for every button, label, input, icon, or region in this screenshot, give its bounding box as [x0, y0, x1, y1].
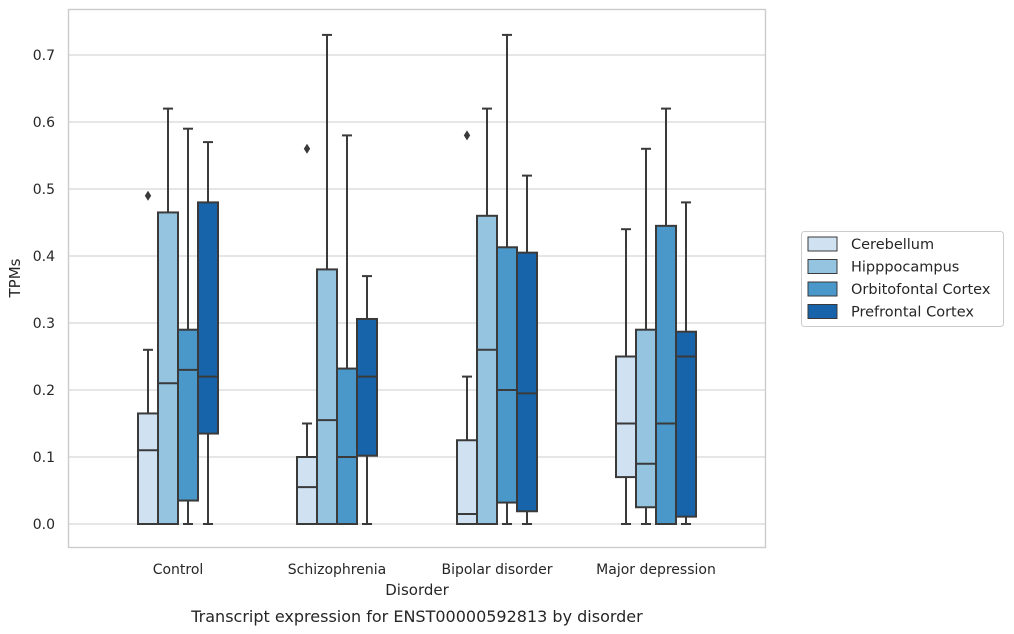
- box-body: [316, 268, 338, 525]
- x-tick-label: Major depression: [596, 562, 716, 578]
- y-tick-label: 0.1: [33, 450, 55, 466]
- box-body: [615, 355, 637, 479]
- box-3-2: [655, 107, 677, 525]
- box-body: [476, 214, 498, 526]
- plot-frame: [67, 8, 767, 549]
- y-axis-ticks: 0.0 0.1 0.2 0.3 0.4 0.5 0.6 0.7: [33, 48, 55, 533]
- legend-frame: [801, 231, 1004, 327]
- y-tick-label: 0.6: [33, 115, 55, 131]
- boxes-layer: [137, 33, 697, 526]
- box-1-0: [296, 143, 318, 525]
- legend-swatch: [807, 236, 838, 252]
- box-body: [635, 328, 657, 509]
- box-body: [197, 201, 219, 435]
- y-tick-label: 0.3: [33, 316, 55, 332]
- box-2-2: [496, 33, 518, 525]
- box-3-3: [675, 201, 697, 525]
- x-tick-label: Bipolar disorder: [441, 562, 552, 578]
- y-axis-title: TPMs: [6, 258, 24, 298]
- x-axis-ticks: Control Schizophrenia Bipolar disorder Majo…: [153, 562, 716, 578]
- x-axis-title: Disorder: [385, 581, 449, 599]
- box-0-1: [157, 107, 179, 525]
- box-body: [137, 412, 159, 526]
- box-body: [336, 367, 358, 525]
- box-3-1: [635, 147, 657, 525]
- box-1-3: [356, 275, 378, 525]
- box-body: [157, 211, 179, 525]
- legend-swatch: [807, 259, 838, 274]
- legend-label: Cerebellum: [851, 237, 934, 253]
- outlier-marker: [144, 190, 152, 201]
- chart-caption: Transcript expression for ENST0000059281…: [190, 607, 643, 626]
- box-body: [296, 456, 318, 525]
- outlier-marker: [303, 143, 311, 154]
- y-tick-label: 0.5: [33, 182, 55, 198]
- box-0-3: [197, 141, 219, 525]
- box-1-1: [316, 33, 338, 525]
- box-2-1: [476, 107, 498, 526]
- legend-swatch: [807, 304, 838, 319]
- box-body: [516, 251, 538, 513]
- legend: Cerebellum Hipppocampus Orbitofontal Corte…: [801, 231, 1004, 327]
- y-tick-label: 0.4: [33, 249, 55, 265]
- box-body: [675, 330, 697, 518]
- box-body: [177, 328, 199, 502]
- box-body: [655, 224, 677, 525]
- x-tick-label: Control: [153, 562, 204, 578]
- box-0-0: [137, 190, 159, 526]
- x-tick-label: Schizophrenia: [288, 562, 386, 578]
- box-body: [356, 317, 378, 457]
- legend-swatch: [807, 281, 838, 297]
- box-1-2: [336, 134, 358, 525]
- legend-label: Hipppocampus: [851, 260, 959, 276]
- box-body: [496, 246, 518, 504]
- legend-label: Orbitofontal Cortex: [851, 282, 991, 298]
- box-3-0: [615, 228, 637, 525]
- box-body: [456, 439, 478, 525]
- box-2-3: [516, 174, 538, 525]
- y-tick-label: 0.2: [33, 383, 55, 399]
- y-tick-label: 0.7: [33, 48, 55, 64]
- box-0-2: [177, 127, 199, 525]
- y-tick-label: 0.0: [33, 517, 55, 533]
- legend-label: Prefrontal Cortex: [851, 305, 974, 321]
- outlier-marker: [463, 130, 471, 141]
